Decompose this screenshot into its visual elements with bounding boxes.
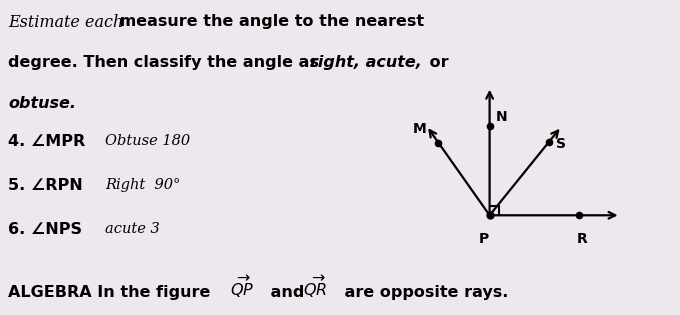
Text: right, acute,: right, acute, bbox=[310, 55, 422, 70]
Text: Right  90°: Right 90° bbox=[105, 178, 181, 192]
Text: Estimate each: Estimate each bbox=[8, 14, 123, 31]
Text: are opposite rays.: are opposite rays. bbox=[339, 285, 508, 300]
Text: degree. Then classify the angle as: degree. Then classify the angle as bbox=[8, 55, 324, 70]
Text: R: R bbox=[577, 232, 588, 246]
Text: acute 3: acute 3 bbox=[105, 222, 160, 236]
Text: $\overrightarrow{QR}$: $\overrightarrow{QR}$ bbox=[303, 273, 328, 300]
Text: ALGEBRA In the figure: ALGEBRA In the figure bbox=[8, 285, 216, 300]
Text: $\overrightarrow{QP}$: $\overrightarrow{QP}$ bbox=[230, 273, 254, 300]
Text: M: M bbox=[413, 122, 426, 135]
Text: S: S bbox=[556, 137, 566, 151]
Text: P: P bbox=[479, 232, 489, 246]
Text: measure the angle to the nearest: measure the angle to the nearest bbox=[114, 14, 424, 29]
Text: Obtuse 180: Obtuse 180 bbox=[105, 134, 190, 148]
Text: or: or bbox=[424, 55, 449, 70]
Text: 4. ∠MPR: 4. ∠MPR bbox=[8, 134, 86, 149]
Text: 5. ∠RPN: 5. ∠RPN bbox=[8, 178, 83, 193]
Text: and: and bbox=[265, 285, 310, 300]
Text: N: N bbox=[496, 110, 507, 124]
Text: 6. ∠NPS: 6. ∠NPS bbox=[8, 222, 82, 237]
Text: obtuse.: obtuse. bbox=[8, 96, 76, 111]
